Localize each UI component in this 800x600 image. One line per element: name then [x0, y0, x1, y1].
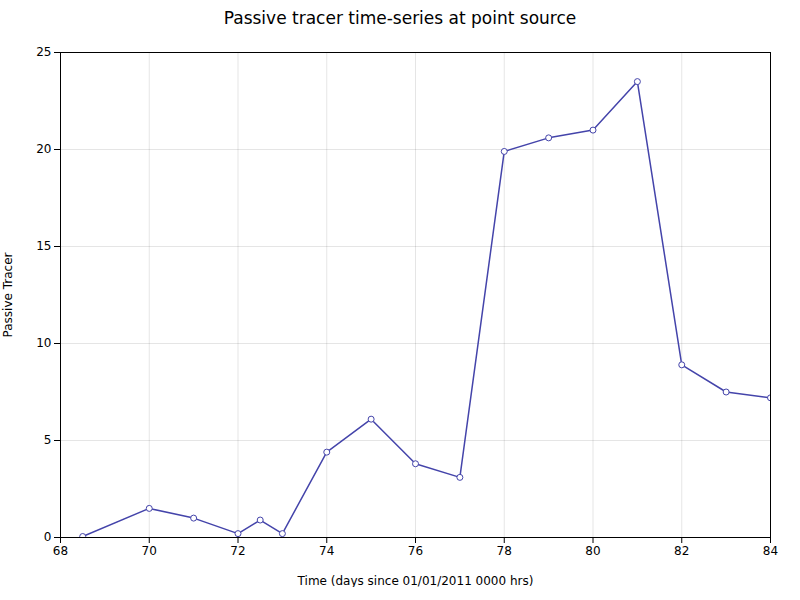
svg-text:80: 80: [585, 544, 600, 558]
svg-text:0: 0: [44, 530, 52, 544]
svg-text:68: 68: [53, 544, 68, 558]
svg-text:78: 78: [497, 544, 512, 558]
svg-text:Passive Tracer: Passive Tracer: [1, 252, 15, 337]
svg-text:25: 25: [36, 45, 51, 59]
svg-text:72: 72: [230, 544, 245, 558]
svg-text:5: 5: [44, 433, 52, 447]
svg-text:70: 70: [142, 544, 157, 558]
svg-text:Time (days since 01/01/2011 00: Time (days since 01/01/2011 0000 hrs): [297, 574, 534, 588]
html-text:Passive tracer time-series at: Passive tracer time-series at point sour…: [223, 8, 577, 28]
svg-text:76: 76: [408, 544, 423, 558]
svg-text:10: 10: [36, 336, 51, 350]
svg-text:15: 15: [36, 239, 51, 253]
svg-text:84: 84: [763, 544, 778, 558]
svg-text:20: 20: [36, 142, 51, 156]
svg-text:74: 74: [319, 544, 334, 558]
svg-text:82: 82: [674, 544, 689, 558]
